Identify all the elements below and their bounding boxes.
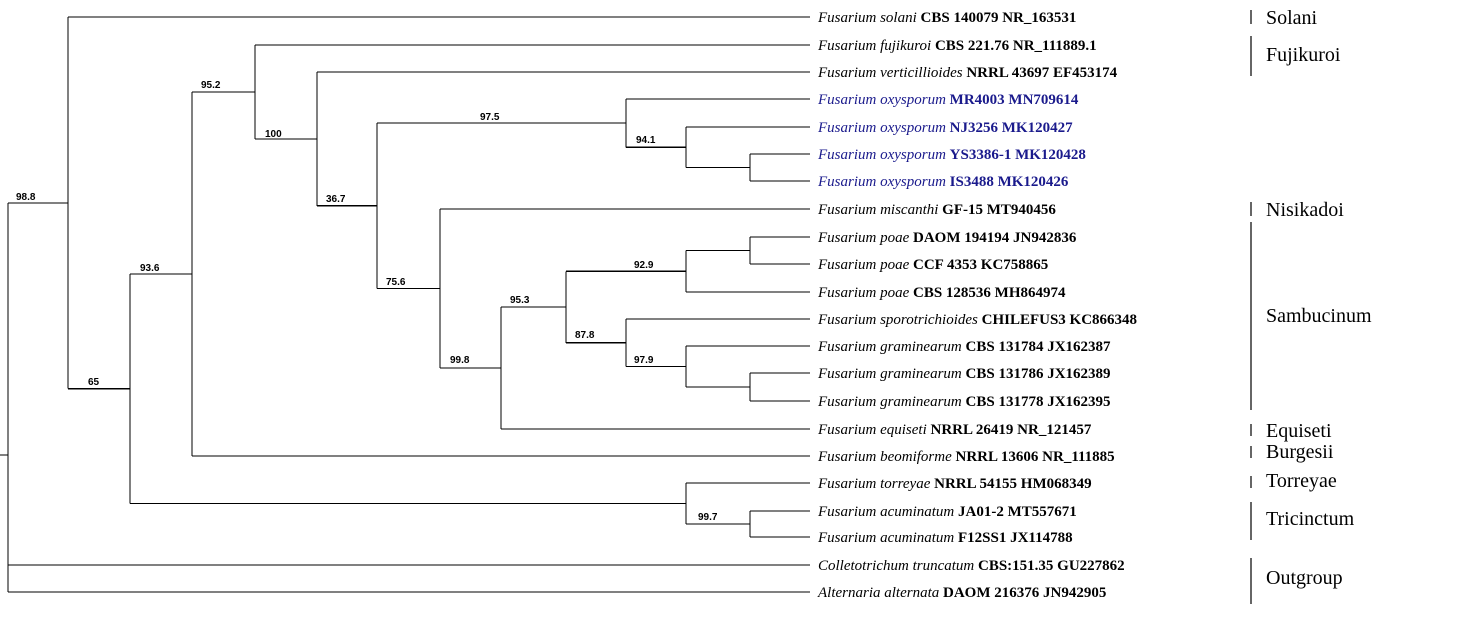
tip-strain: MR4003 MN709614 [950, 92, 1079, 108]
tip-species: Fusarium graminearum [817, 394, 966, 410]
tip-species: Fusarium oxysporum [817, 92, 950, 108]
tip-strain: GF-15 MT940456 [942, 202, 1056, 218]
bootstrap-value: 93.6 [140, 263, 160, 274]
tip-species: Fusarium graminearum [817, 366, 966, 382]
group-label: Solani [1266, 7, 1318, 29]
tip-species: Fusarium torreyae [817, 476, 934, 492]
tip-strain: CBS 140079 NR_163531 [921, 10, 1077, 26]
bootstrap-value: 95.2 [201, 80, 221, 91]
tip-strain: IS3488 MK120426 [950, 174, 1069, 190]
tip-label: Fusarium oxysporum MR4003 MN709614 [817, 92, 1079, 108]
tip-labels: Fusarium solani CBS 140079 NR_163531Fusa… [817, 10, 1137, 601]
tip-strain: NRRL 43697 EF453174 [966, 65, 1117, 81]
bootstrap-value: 36.7 [326, 194, 346, 205]
tip-strain: CHILEFUS3 KC866348 [982, 312, 1137, 328]
tip-strain: CBS:151.35 GU227862 [978, 558, 1125, 574]
bootstrap-value: 100 [265, 129, 282, 140]
tip-label: Fusarium poae CCF 4353 KC758865 [817, 257, 1048, 273]
tip-species: Fusarium oxysporum [817, 174, 950, 190]
tip-strain: CBS 128536 MH864974 [913, 285, 1066, 301]
bootstrap-value: 99.7 [698, 512, 718, 523]
tip-species: Fusarium oxysporum [817, 120, 950, 136]
tip-label: Fusarium sporotrichioides CHILEFUS3 KC86… [817, 312, 1137, 328]
tip-species: Fusarium oxysporum [817, 147, 950, 163]
clade-groups: Solani Fujikuroi Nisikadoi Sambucinum Equise… [1250, 7, 1372, 604]
tip-label: Fusarium poae DAOM 194194 JN942836 [817, 230, 1077, 246]
tip-strain: DAOM 194194 JN942836 [913, 230, 1077, 246]
tip-species: Colletotrichum truncatum [818, 558, 978, 574]
tip-strain: DAOM 216376 JN942905 [943, 585, 1106, 601]
tip-label: Fusarium beomiforme NRRL 13606 NR_111885 [817, 449, 1115, 465]
tip-strain: CBS 131786 JX162389 [966, 366, 1111, 382]
tip-strain: F12SS1 JX114788 [958, 530, 1073, 546]
group-label: Nisikadoi [1266, 199, 1344, 221]
group-label: Tricinctum [1266, 508, 1355, 530]
group-label: Outgroup [1266, 567, 1343, 589]
tip-strain: CBS 131784 JX162387 [966, 339, 1112, 355]
tip-label: Fusarium miscanthi GF-15 MT940456 [817, 202, 1056, 218]
group-label: Sambucinum [1266, 305, 1372, 327]
bootstrap-value: 97.9 [634, 355, 654, 366]
tip-strain: NRRL 54155 HM068349 [934, 476, 1092, 492]
tip-species: Fusarium acuminatum [817, 504, 958, 520]
tip-strain: JA01-2 MT557671 [958, 504, 1077, 520]
bootstrap-value: 97.5 [480, 112, 500, 123]
tip-species: Fusarium verticillioides [817, 65, 966, 81]
tip-strain: YS3386-1 MK120428 [950, 147, 1086, 163]
tip-species: Fusarium miscanthi [817, 202, 942, 218]
bootstrap-value: 98.8 [16, 192, 36, 203]
group-label: Burgesii [1266, 441, 1334, 463]
tip-strain: CCF 4353 KC758865 [913, 257, 1048, 273]
bootstrap-value: 95.3 [510, 295, 530, 306]
tip-species: Fusarium poae [817, 285, 913, 301]
tip-label: Fusarium oxysporum NJ3256 MK120427 [817, 120, 1073, 136]
tip-label: Fusarium oxysporum IS3488 MK120426 [817, 174, 1069, 190]
tip-species: Fusarium equiseti [817, 422, 931, 438]
tip-label: Colletotrichum truncatum CBS:151.35 GU22… [818, 558, 1125, 574]
tip-strain: NJ3256 MK120427 [950, 120, 1073, 136]
tip-strain: CBS 131778 JX162395 [966, 394, 1111, 410]
group-label: Torreyae [1266, 470, 1337, 492]
tip-species: Fusarium solani [817, 10, 921, 26]
tip-label: Fusarium verticillioides NRRL 43697 EF45… [817, 65, 1118, 81]
group-label: Equiseti [1266, 420, 1332, 442]
tip-label: Fusarium torreyae NRRL 54155 HM068349 [817, 476, 1092, 492]
tip-label: Fusarium equiseti NRRL 26419 NR_121457 [817, 422, 1092, 438]
tip-strain: CBS 221.76 NR_111889.1 [935, 38, 1097, 54]
tip-label: Fusarium graminearum CBS 131778 JX162395 [817, 394, 1111, 410]
tip-species: Fusarium poae [817, 230, 913, 246]
tip-label: Fusarium oxysporum YS3386-1 MK120428 [817, 147, 1086, 163]
tip-label: Fusarium acuminatum F12SS1 JX114788 [817, 530, 1073, 546]
bootstrap-values: 97.9 87.8 92.9 95.3 99.8 75.6 94.1 97.5 36.7 100 9… [16, 80, 718, 523]
tip-label: Fusarium graminearum CBS 131786 JX162389 [817, 366, 1111, 382]
bootstrap-value: 65 [88, 377, 100, 388]
tip-species: Alternaria alternata [817, 585, 943, 601]
group-label: Fujikuroi [1266, 44, 1341, 66]
tip-label: Fusarium graminearum CBS 131784 JX162387 [817, 339, 1111, 355]
tip-strain: NRRL 13606 NR_111885 [956, 449, 1115, 465]
tip-label: Alternaria alternata DAOM 216376 JN94290… [817, 585, 1106, 601]
tip-species: Fusarium beomiforme [817, 449, 956, 465]
tip-strain: NRRL 26419 NR_121457 [931, 422, 1092, 438]
tip-species: Fusarium sporotrichioides [817, 312, 982, 328]
bootstrap-value: 75.6 [386, 277, 406, 288]
tip-species: Fusarium graminearum [817, 339, 966, 355]
tip-label: Fusarium fujikuroi CBS 221.76 NR_111889.… [817, 38, 1097, 54]
bootstrap-value: 92.9 [634, 260, 654, 271]
bootstrap-value: 87.8 [575, 330, 595, 341]
tip-species: Fusarium fujikuroi [817, 38, 935, 54]
tip-label: Fusarium solani CBS 140079 NR_163531 [817, 10, 1076, 26]
bootstrap-value: 94.1 [636, 135, 656, 146]
tree-branches [0, 16, 810, 593]
tip-species: Fusarium poae [817, 257, 913, 273]
tip-species: Fusarium acuminatum [817, 530, 958, 546]
tip-label: Fusarium acuminatum JA01-2 MT557671 [817, 504, 1077, 520]
tip-label: Fusarium poae CBS 128536 MH864974 [817, 285, 1066, 301]
bootstrap-value: 99.8 [450, 355, 470, 366]
